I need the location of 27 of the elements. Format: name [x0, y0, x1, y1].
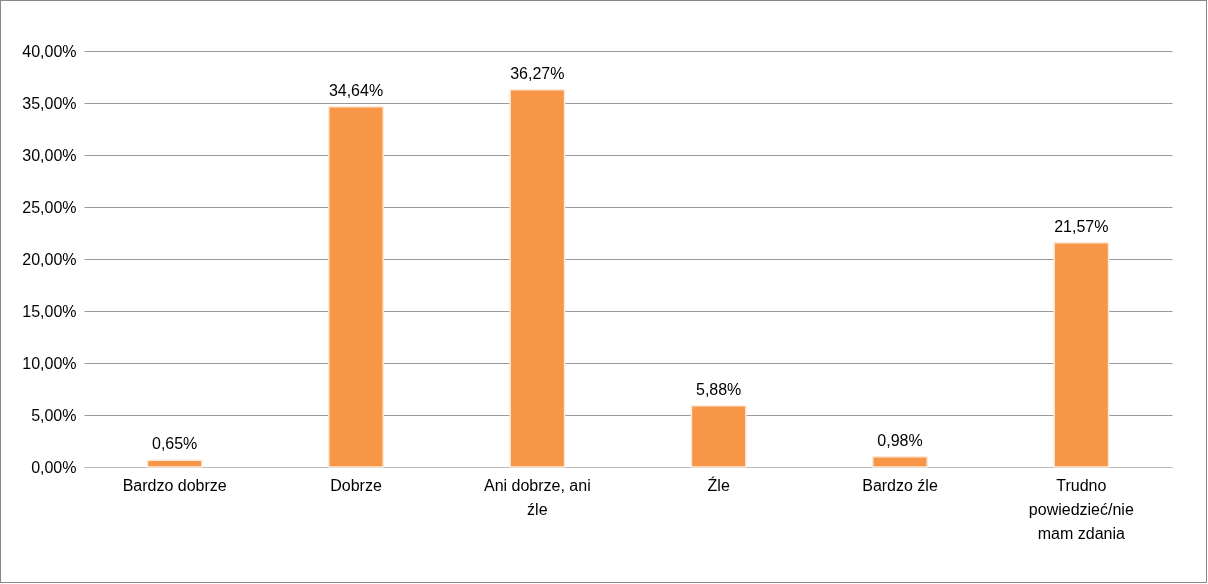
y-tick-label: 10,00%: [22, 354, 77, 372]
bar: [690, 405, 747, 468]
x-tick-label: Dobrze: [330, 476, 382, 494]
data-label: 36,27%: [510, 64, 565, 82]
y-tick-label: 15,00%: [22, 302, 77, 320]
bar: [328, 105, 384, 468]
data-label: 34,64%: [328, 81, 384, 99]
x-tick-label: Trudno powiedzieć/nie mam zdania: [1028, 476, 1134, 542]
y-tick-label: 40,00%: [22, 42, 77, 60]
data-label: 21,57%: [1054, 217, 1109, 235]
x-tick-label: Ani dobrze, ani źle: [483, 476, 591, 518]
bar: [1053, 241, 1110, 468]
data-label: 5,88%: [695, 380, 742, 398]
y-tick-label: 35,00%: [22, 94, 77, 112]
x-tick-label: Źle: [707, 475, 730, 494]
x-tick-label: Bardzo dobrze: [122, 476, 227, 494]
y-tick-label: 5,00%: [31, 406, 77, 424]
y-tick-label: 30,00%: [22, 146, 77, 164]
bar: [146, 459, 203, 468]
y-tick-label: 0,00%: [31, 458, 77, 476]
y-tick-label: 20,00%: [22, 250, 77, 268]
bar: [509, 89, 566, 468]
x-tick-label: Bardzo źle: [862, 476, 938, 494]
bar: [872, 456, 928, 468]
y-tick-label: 25,00%: [22, 198, 77, 216]
data-label: 0,65%: [151, 435, 198, 453]
data-label: 0,98%: [877, 431, 923, 449]
